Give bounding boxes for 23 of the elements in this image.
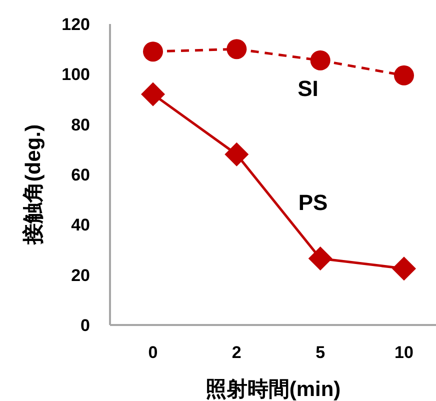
- x-axis-title: 照射時間(min): [205, 378, 341, 401]
- y-axis-title: 接触角(deg.): [21, 124, 45, 246]
- y-tick-label: 20: [71, 266, 90, 285]
- y-tick-label: 80: [71, 115, 90, 134]
- point: [143, 42, 163, 62]
- x-tick-label: 2: [232, 343, 242, 362]
- x-tick-label: 10: [394, 343, 414, 362]
- y-tick-label: 100: [62, 65, 90, 84]
- series-label: PS: [298, 190, 328, 215]
- point: [392, 256, 416, 281]
- point: [141, 82, 165, 106]
- x-tick-label: 0: [148, 343, 158, 362]
- y-tick-label: 120: [62, 15, 90, 34]
- point: [226, 39, 247, 60]
- point: [394, 65, 414, 86]
- point: [308, 246, 332, 271]
- point: [310, 50, 330, 70]
- y-tick-label: 40: [71, 216, 90, 235]
- y-tick-label: 60: [71, 166, 90, 184]
- point: [224, 142, 249, 166]
- series-label: SI: [298, 76, 318, 101]
- y-tick-label: 0: [80, 316, 90, 335]
- x-tick-label: 5: [316, 343, 326, 362]
